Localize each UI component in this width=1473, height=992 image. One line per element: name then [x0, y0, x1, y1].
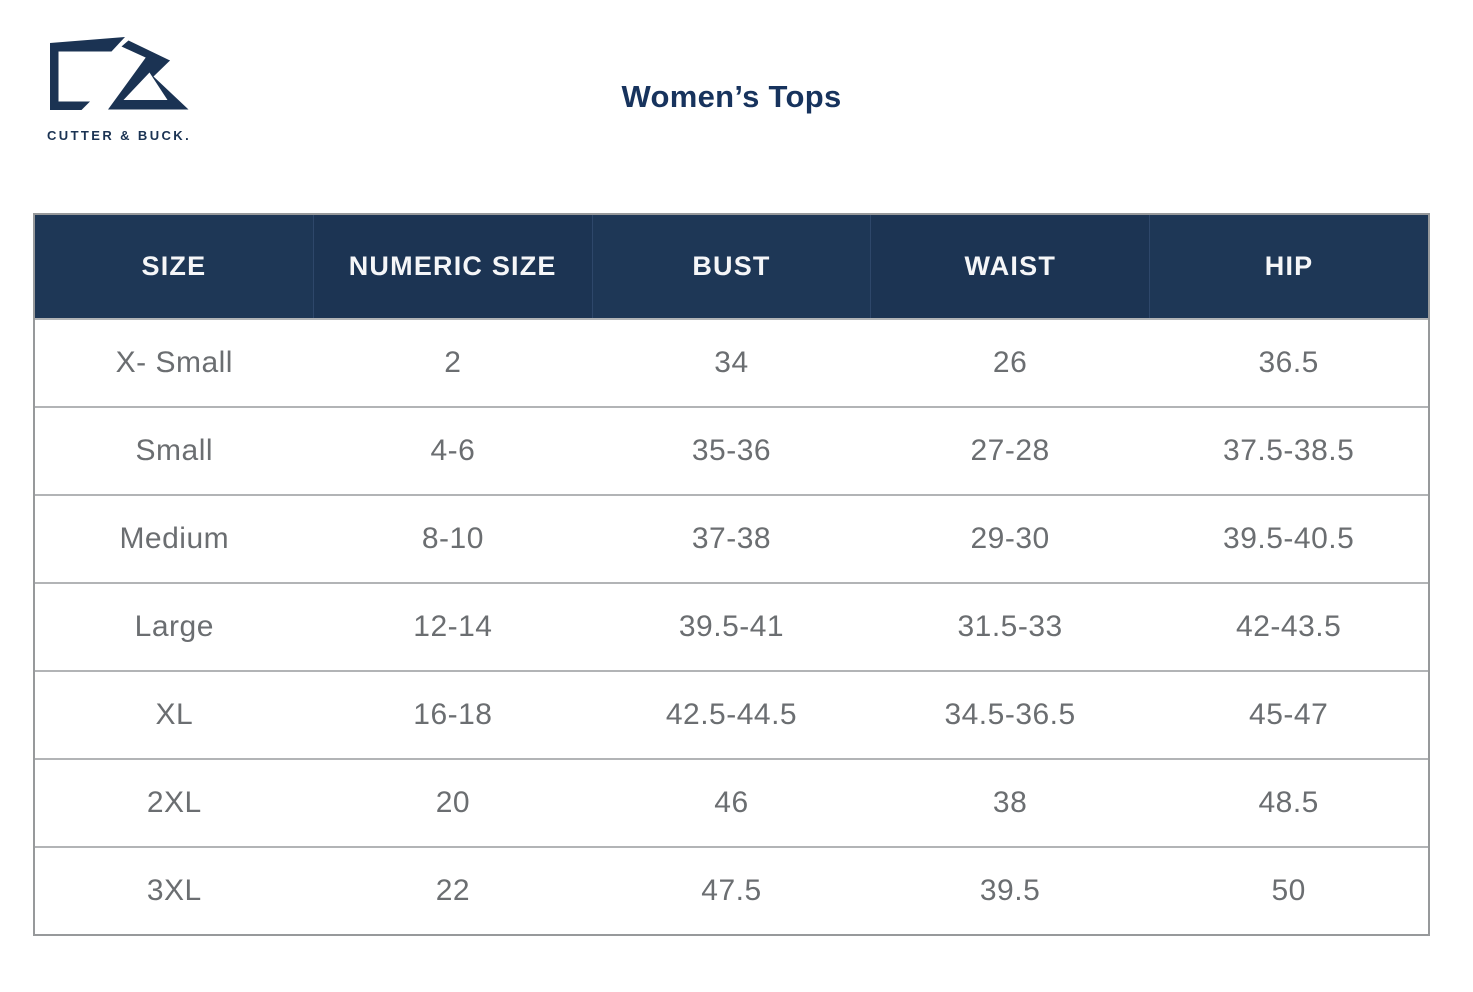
table-row: 3XL 22 47.5 39.5 50 [35, 846, 1428, 934]
cell-waist: 27-28 [970, 434, 1050, 467]
cell-size: Large [134, 610, 214, 643]
table-row: XL 16-18 42.5-44.5 34.5-36.5 45-47 [35, 670, 1428, 758]
cell-waist: 34.5-36.5 [944, 698, 1076, 731]
table-row: Medium 8-10 37-38 29-30 39.5-40.5 [35, 494, 1428, 582]
table-header-cell: SIZE [35, 215, 313, 318]
cell-hip: 42-43.5 [1236, 610, 1342, 643]
cell-size: 3XL [146, 874, 202, 907]
table-row: Small 4-6 35-36 27-28 37.5-38.5 [35, 406, 1428, 494]
cell-size: Medium [119, 522, 230, 555]
cell-size: 2XL [146, 786, 202, 819]
cell-bust: 42.5-44.5 [665, 698, 798, 731]
table-header-cell: HIP [1149, 215, 1428, 318]
cell-size: Small [135, 434, 214, 467]
brand-logo: CUTTER & BUCK. [40, 28, 240, 143]
table-row: Large 12-14 39.5-41 31.5-33 42-43.5 [35, 582, 1428, 670]
table-body: X- Small 2 34 26 36.5 Small 4-6 35-36 27… [35, 318, 1428, 934]
cell-bust: 46 [714, 786, 749, 819]
cell-waist: 38 [992, 786, 1028, 819]
cell-hip: 48.5 [1258, 786, 1319, 819]
cell-hip: 50 [1271, 874, 1306, 907]
brand-name: CUTTER & BUCK. [47, 128, 192, 143]
cell-numeric-size: 12-14 [413, 610, 493, 643]
size-table: SIZE NUMERIC SIZE BUST WAIST HIP X- Smal… [33, 213, 1430, 936]
table-row: 2XL 20 46 38 48.5 [35, 758, 1428, 846]
cell-numeric-size: 4-6 [430, 434, 476, 467]
cell-waist: 26 [992, 346, 1028, 379]
cell-bust: 47.5 [701, 874, 762, 907]
cell-bust: 34 [714, 346, 749, 379]
cell-waist: 39.5 [979, 874, 1041, 907]
cell-size: XL [155, 698, 194, 731]
cell-waist: 29-30 [970, 522, 1050, 555]
cell-numeric-size: 2 [444, 346, 462, 379]
cell-bust: 35-36 [691, 434, 772, 467]
cell-bust: 37-38 [691, 522, 772, 555]
cell-hip: 39.5-40.5 [1223, 522, 1355, 555]
cell-numeric-size: 22 [435, 874, 471, 907]
cell-waist: 31.5-33 [957, 610, 1063, 643]
table-header-cell: WAIST [870, 215, 1149, 318]
cell-size: X- Small [115, 346, 233, 379]
cell-numeric-size: 8-10 [421, 522, 484, 555]
cell-hip: 45-47 [1249, 698, 1329, 731]
table-header-row: SIZE NUMERIC SIZE BUST WAIST HIP [35, 215, 1428, 318]
cell-hip: 36.5 [1258, 346, 1319, 379]
table-row: X- Small 2 34 26 36.5 [35, 318, 1428, 406]
table-header-cell: NUMERIC SIZE [312, 215, 592, 318]
cutter-buck-monogram-icon [50, 37, 189, 110]
cell-hip: 37.5-38.5 [1223, 434, 1355, 467]
cell-numeric-size: 20 [435, 786, 471, 819]
page-title: Women’s Tops [621, 79, 842, 114]
cell-numeric-size: 16-18 [413, 698, 493, 731]
table-header-cell: BUST [591, 215, 871, 318]
cell-bust: 39.5-41 [678, 610, 785, 643]
